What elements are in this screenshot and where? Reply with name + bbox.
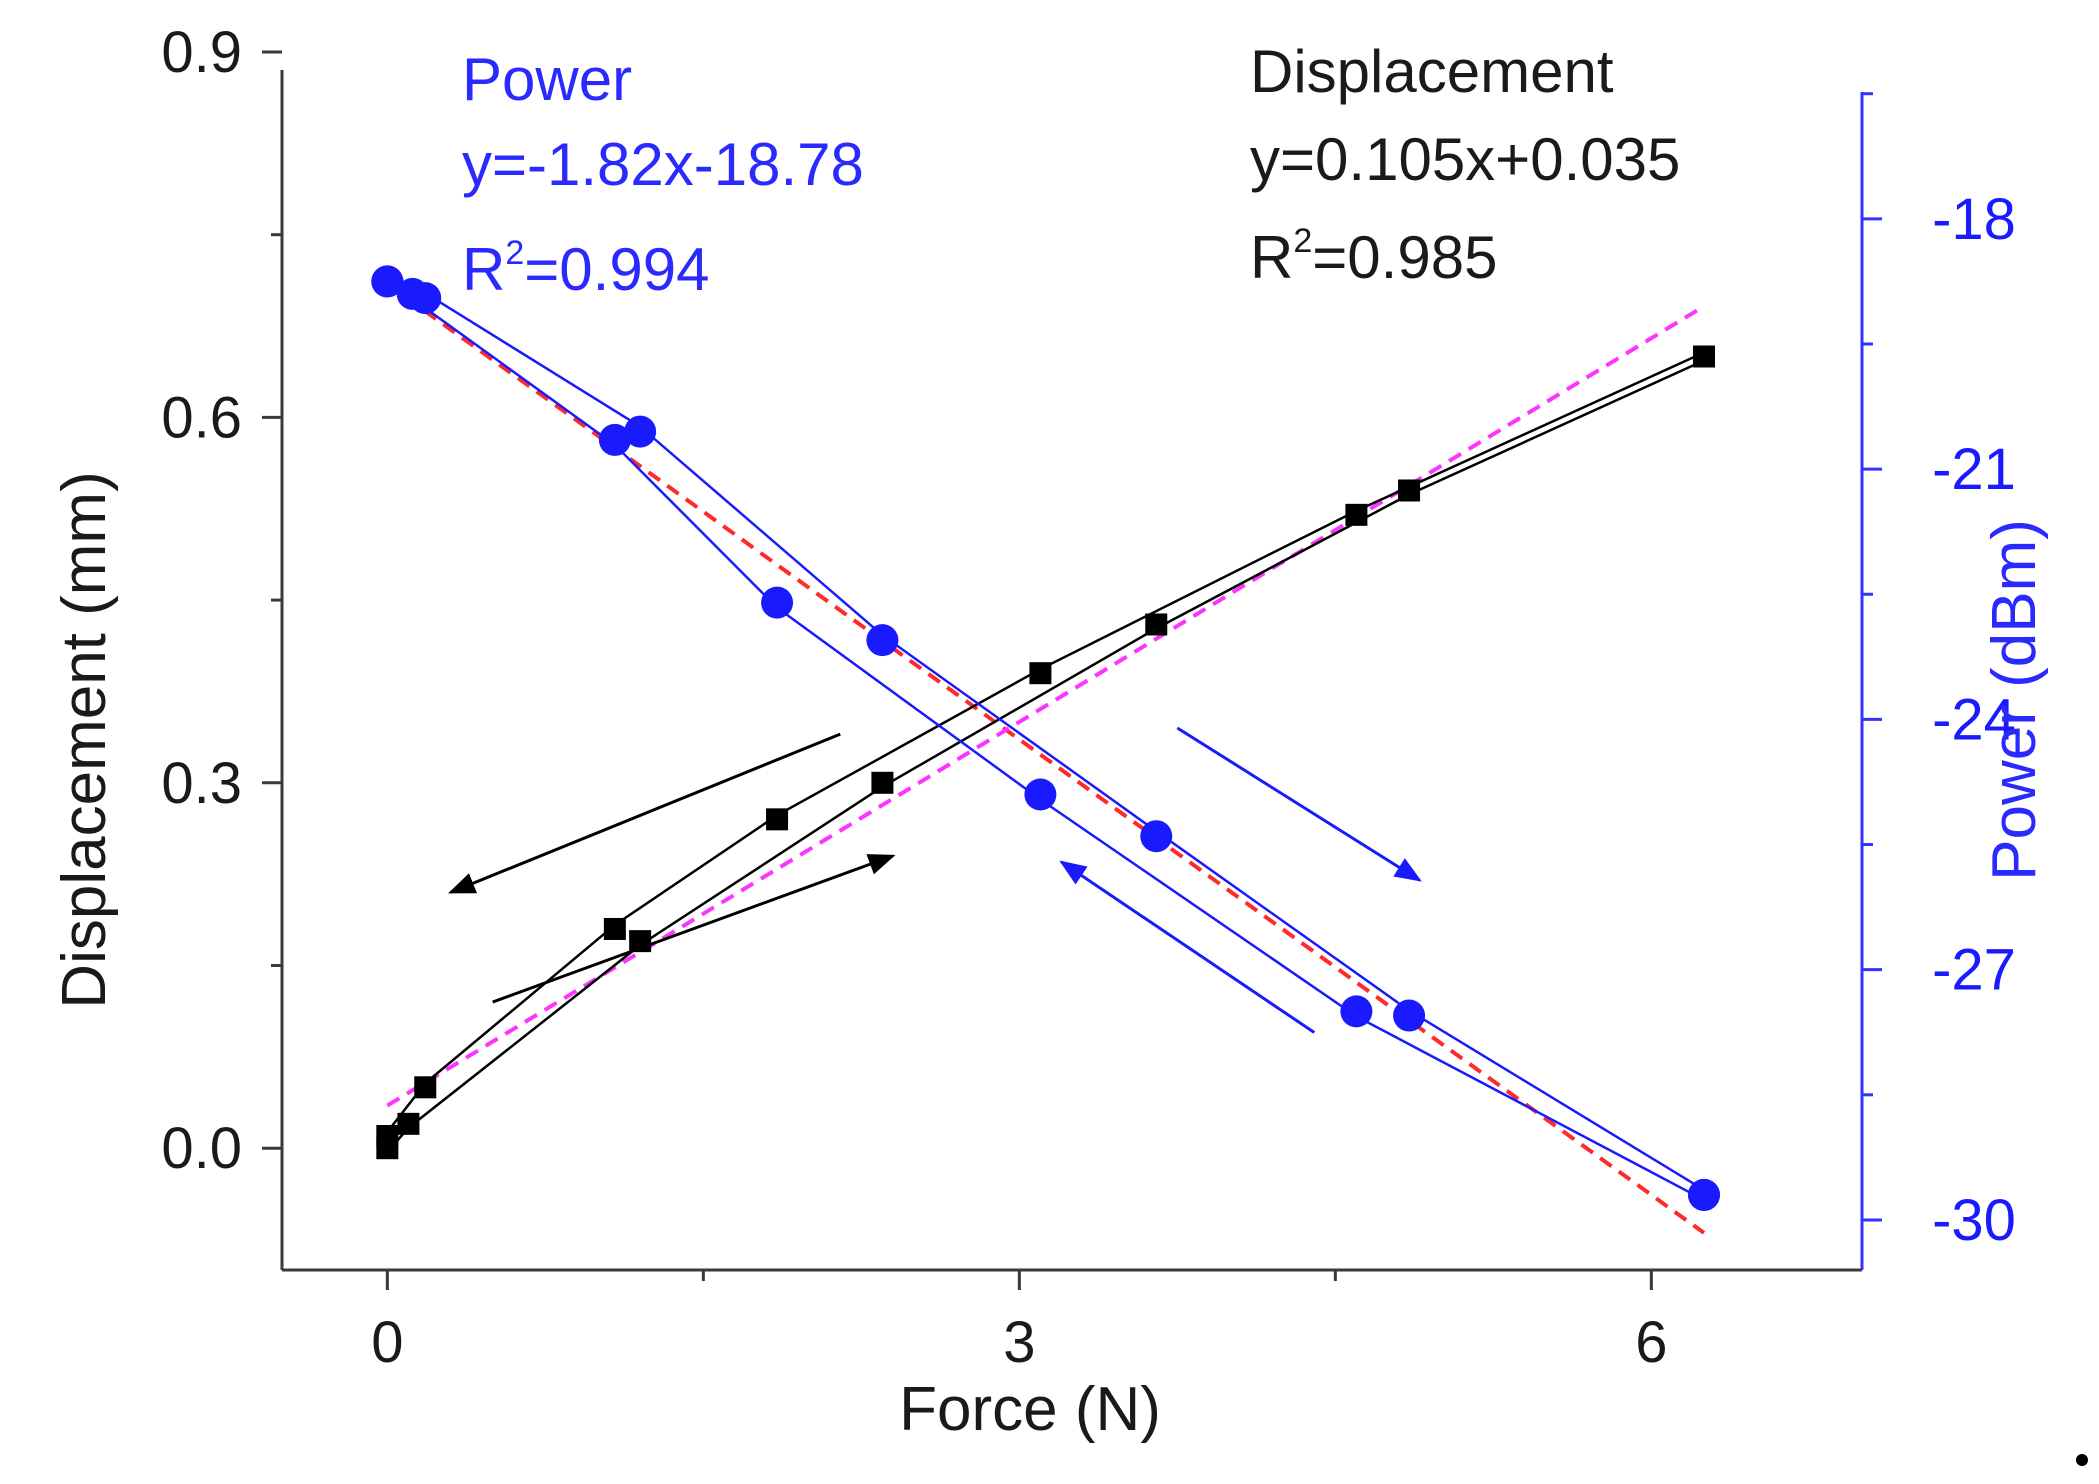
power-point <box>1340 995 1373 1028</box>
power-unloading-line <box>386 275 1705 1191</box>
displacement-point <box>1693 345 1715 368</box>
data-markers <box>371 265 1720 1211</box>
displacement-point <box>1345 503 1368 526</box>
x-tick-label: 6 <box>1635 1310 1667 1375</box>
power-point <box>1393 999 1426 1032</box>
displacement-unloading-line <box>386 351 1705 1133</box>
trailing-dot <box>2076 1454 2088 1466</box>
black-direction-arrow <box>448 732 841 894</box>
power-fit-annotation: Power y=-1.82x-18.78 R2=0.994 <box>462 46 864 303</box>
right-tick-label: -21 <box>1932 437 2016 502</box>
black-direction-arrow <box>492 854 896 1004</box>
displacement-point <box>871 771 894 794</box>
left-y-axis-label: Displacement (mm) <box>50 471 119 1008</box>
displacement-annotation-equation: y=0.105x+0.035 <box>1250 126 1680 193</box>
power-point <box>371 265 404 298</box>
right-tick-label: -27 <box>1932 938 2016 1003</box>
displacement-point <box>1145 613 1168 636</box>
power-annotation-title: Power <box>462 46 632 113</box>
left-tick-label: 0.3 <box>161 751 242 816</box>
displacement-point <box>397 1112 420 1135</box>
direction-arrows <box>448 726 1422 1034</box>
power-point <box>1024 778 1057 811</box>
x-tick-label: 3 <box>1003 1310 1035 1375</box>
power-r2-superscript: 2 <box>505 234 524 272</box>
displacement-point <box>1029 662 1052 685</box>
power-annotation-equation: y=-1.82x-18.78 <box>462 131 864 198</box>
displacement-annotation-title: Displacement <box>1250 38 1614 105</box>
left-tick-label: 0.6 <box>161 385 242 450</box>
power-point <box>598 423 631 456</box>
displacement-r2-superscript: 2 <box>1293 222 1312 260</box>
right-y-axis: -18 -21 -24 -27 -30 <box>1862 92 2016 1253</box>
right-tick-label: -30 <box>1932 1188 2016 1253</box>
displacement-annotation-r2: R2=0.985 <box>1250 222 1497 291</box>
power-point <box>624 415 657 448</box>
power-point <box>1140 820 1173 853</box>
displacement-point <box>766 808 789 831</box>
blue-direction-arrow <box>1059 860 1316 1034</box>
power-loading-line <box>386 285 1705 1202</box>
displacement-point <box>603 917 626 940</box>
x-axis: 0 3 6 <box>371 1270 1667 1375</box>
right-tick-label: -24 <box>1932 687 2016 752</box>
plot-frame <box>280 70 1864 1272</box>
power-annotation-r2: R2=0.994 <box>462 234 709 303</box>
power-r2-symbol: R <box>462 236 505 303</box>
power-point <box>1688 1178 1720 1211</box>
series-lines <box>386 275 1705 1202</box>
displacement-point <box>414 1076 437 1099</box>
x-tick-label: 0 <box>371 1310 403 1375</box>
right-y-axis-label: Power (dBm) <box>1980 519 2049 881</box>
power-point <box>409 282 442 315</box>
right-tick-label: -18 <box>1932 187 2016 252</box>
left-tick-label: 0.9 <box>161 20 242 85</box>
power-point <box>761 586 794 619</box>
power-r2-value: =0.994 <box>524 236 709 303</box>
left-tick-label: 0.0 <box>161 1116 242 1181</box>
x-axis-label: Force (N) <box>899 1375 1161 1444</box>
displacement-point <box>376 1125 399 1148</box>
fit-lines <box>386 282 1706 1235</box>
power-fit-line <box>386 282 1706 1235</box>
blue-direction-arrow <box>1176 726 1422 882</box>
displacement-r2-value: =0.985 <box>1312 224 1497 291</box>
displacement-r2-symbol: R <box>1250 224 1293 291</box>
power-point <box>866 624 899 657</box>
displacement-point <box>1398 479 1421 502</box>
displacement-fit-annotation: Displacement y=0.105x+0.035 R2=0.985 <box>1250 38 1680 291</box>
left-y-axis: 0.0 0.3 0.6 0.9 <box>161 20 282 1181</box>
